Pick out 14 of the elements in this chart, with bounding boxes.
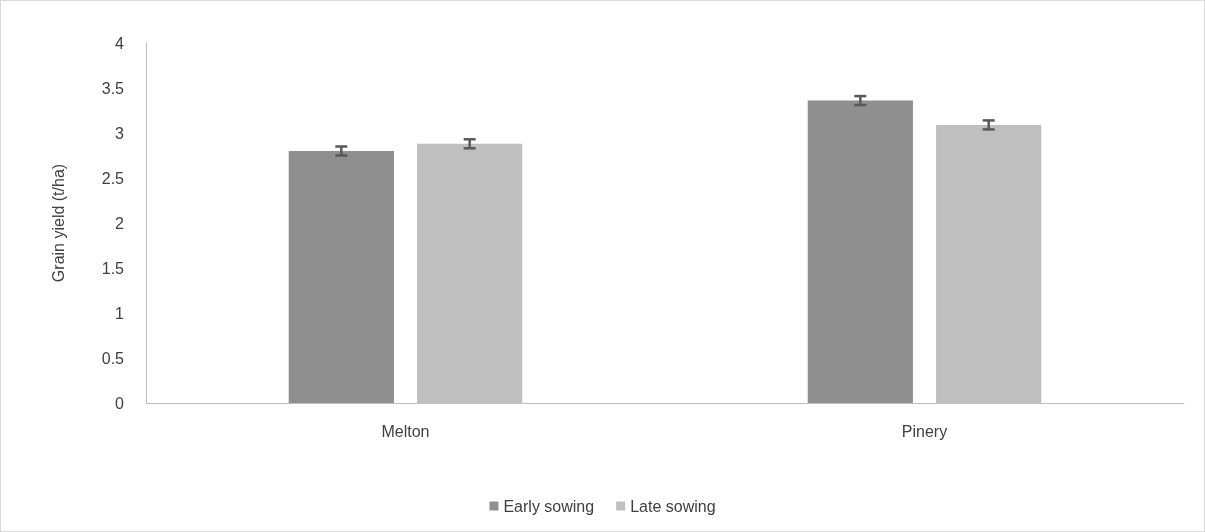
legend-label: Early sowing <box>503 497 595 515</box>
y-tick-label: 1.5 <box>101 259 125 277</box>
y-tick-label: 0 <box>115 394 125 412</box>
y-tick-label: 4 <box>115 34 125 52</box>
x-tick-label: Pinery <box>901 422 948 440</box>
y-tick-label: 3 <box>115 124 125 142</box>
legend-label: Late sowing <box>630 497 716 515</box>
y-tick-label: 3.5 <box>101 79 125 97</box>
y-tick-label: 1 <box>115 304 125 322</box>
x-tick-label: Melton <box>381 422 430 440</box>
y-tick-label: 2.5 <box>101 169 125 187</box>
y-tick-label: 0.5 <box>101 349 125 367</box>
y-axis-title: Grain yield (t/ha) <box>49 163 67 283</box>
y-tick-label: 2 <box>115 214 125 232</box>
